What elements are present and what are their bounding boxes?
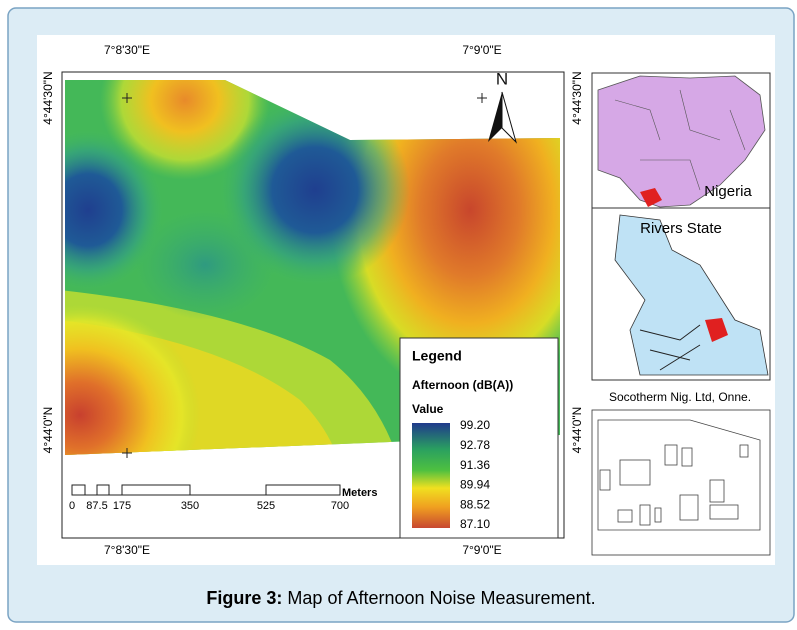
figure: N 7°8'30"E 7°9'0"E 7°8'30"E 7°9'0"E 4°44…: [0, 0, 797, 625]
legend-value: 92.78: [460, 438, 490, 452]
inset-label: Socotherm Nig. Ltd, Onne.: [609, 390, 751, 404]
coord-label: 7°9'0"E: [462, 543, 501, 557]
north-label: N: [496, 69, 508, 88]
caption-label: Figure 3:: [206, 588, 282, 608]
scale-label: 350: [181, 500, 199, 512]
scale-label: 700: [331, 500, 349, 512]
coord-label: 4°44'30"N: [41, 71, 55, 124]
legend-value: 87.10: [460, 517, 490, 531]
scale-label: 0: [69, 500, 75, 512]
scale-unit: Meters: [342, 487, 377, 499]
coord-label: 4°44'30"N: [570, 71, 584, 124]
legend-title: Legend: [412, 348, 462, 364]
legend-value: 91.36: [460, 458, 490, 472]
legend-ramp: [412, 423, 450, 528]
inset-nigeria: Nigeria: [592, 73, 770, 208]
coord-label: 4°44'0"N: [570, 407, 584, 454]
legend-value: 99.20: [460, 418, 490, 432]
coord-label: 7°8'30"E: [104, 543, 150, 557]
caption-text: Map of Afternoon Noise Measurement.: [287, 588, 595, 608]
coord-label: 7°8'30"E: [104, 43, 150, 57]
legend-value: 89.94: [460, 478, 490, 492]
scale-label: 87.5: [86, 500, 107, 512]
coord-label: 4°44'0"N: [41, 407, 55, 454]
legend-value: 88.52: [460, 497, 490, 511]
inset-label: Rivers State: [640, 220, 722, 237]
coord-label: 7°9'0"E: [462, 43, 501, 57]
inset-rivers: Rivers State: [592, 208, 770, 380]
legend-field: Value: [412, 402, 444, 416]
legend: Legend Afternoon (dB(A)) Value 99.20 92.7…: [400, 338, 558, 538]
scale-label: 525: [257, 500, 275, 512]
scale-label: 175: [113, 500, 131, 512]
legend-layer: Afternoon (dB(A)): [412, 378, 513, 392]
inset-label: Nigeria: [704, 183, 752, 200]
caption: Figure 3:Map of Afternoon Noise Measurem…: [206, 588, 595, 608]
